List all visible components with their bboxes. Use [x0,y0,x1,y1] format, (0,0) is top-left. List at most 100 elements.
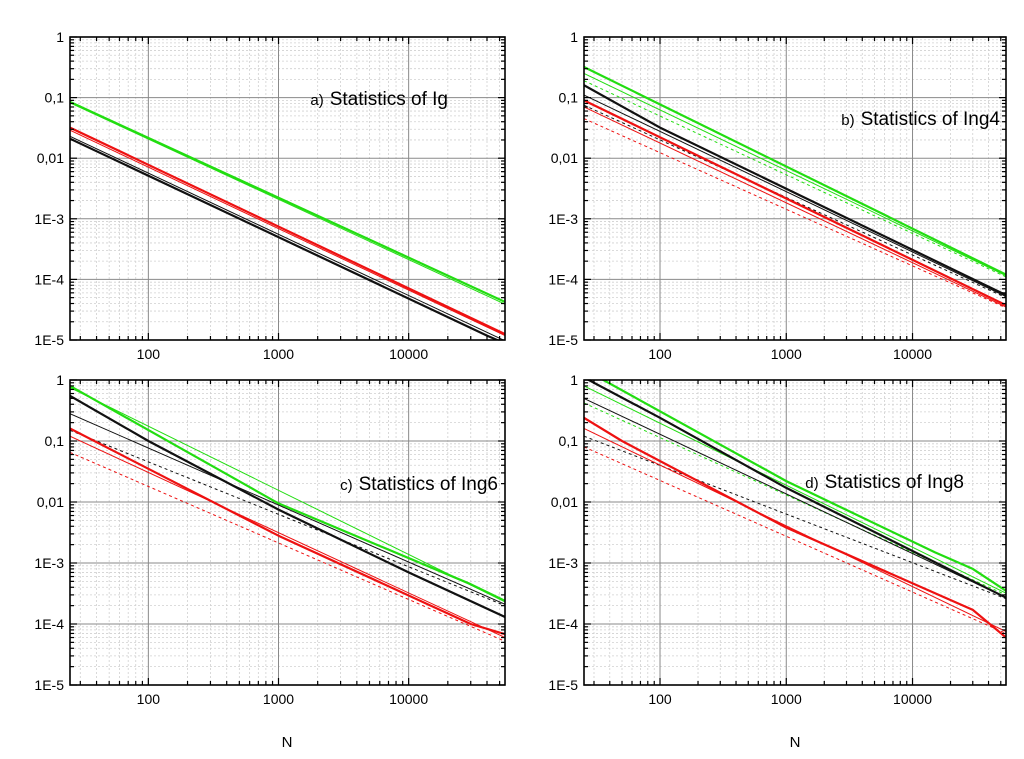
ticks-a [70,36,505,341]
panel-title-text: Statistics of Ig [330,89,448,110]
x-tick-label: 100 [137,346,161,362]
plot-frame [583,379,1007,686]
panel-title-prefix: d) [805,475,818,492]
y-tick-label: 1 [56,372,64,388]
x-tick-label: 1000 [771,691,802,707]
panel-title-prefix: b) [841,112,854,129]
grid-d [584,380,1006,685]
y-tick-label: 1E-4 [34,271,64,287]
x-tick-label: 100 [648,346,672,362]
y-tick-label: 1E-4 [548,271,578,287]
panel-title: a) Statistics of Ig [310,89,448,110]
ticks-d [584,379,1006,686]
series-line-black-thin [70,413,505,605]
y-tick-label: 1E-5 [34,677,64,693]
panel-title-prefix: a) [310,92,323,109]
series-line-green-thin [70,102,505,305]
y-tick-label: 0,01 [551,494,578,510]
panel-title: d) Statistics of Ing8 [805,472,964,493]
panel-title-text: Statistics of Ing6 [359,474,498,495]
series-line-red-dashed [584,118,1006,309]
series-line-black [586,380,1006,599]
plot-frame [69,36,506,341]
series-line-red-dashed [584,446,1006,634]
panel-d: 1E-5 1E-4 1E-3 0,01 0,1 1 100 1000 10000 d) Statis… [548,372,1007,751]
grid-a [70,37,505,340]
panel-title: b) Statistics of Ing4 [841,109,1000,130]
y-tick-label: 0,1 [559,433,579,449]
y-tick-label: 1E-5 [34,332,64,348]
panel-b: 1E-5 1E-4 1E-3 0,01 0,1 1 100 1000 10000 b) Statis… [548,29,1007,362]
series-group-d [584,380,1006,639]
series-line-red-dashed [70,451,505,642]
panel-title: c) Statistics of Ing6 [340,474,498,495]
y-tick-label: 1E-3 [548,555,578,571]
y-tick-label: 1E-4 [34,616,64,632]
series-line-red [584,416,1006,639]
series-line-black-thin [70,135,505,340]
series-line-red-thin [70,129,505,337]
grid-c [70,380,505,685]
y-tick-label: 1E-3 [34,211,64,227]
y-tick-label: 1 [56,29,64,45]
ticks-b [584,36,1006,341]
y-tick-label: 0,01 [37,150,64,166]
x-tick-label: 1000 [263,691,294,707]
x-axis-label: N [282,734,293,751]
y-tick-label: 1E-5 [548,332,578,348]
ticks-c [70,379,505,686]
series-line-green-thin [584,73,1006,277]
series-line-red-thin [584,428,1006,633]
y-tick-label: 1E-4 [548,616,578,632]
series-line-black [70,394,505,618]
panel-title-text: Statistics of Ing8 [825,472,964,493]
panel-title-prefix: c) [340,477,353,494]
x-tick-label: 10000 [389,691,428,707]
x-tick-label: 100 [648,691,672,707]
series-line-red [584,99,1006,307]
series-line-red-thin [584,106,1006,308]
plot-frame [583,36,1007,341]
series-line-black-dashed [70,429,505,607]
series-line-black-thin [584,94,1006,298]
x-tick-label: 10000 [389,346,428,362]
series-line-green [584,66,1006,276]
y-tick-label: 0,01 [37,494,64,510]
y-tick-label: 0,01 [551,150,578,166]
series-line-green-thin [584,385,1006,594]
y-tick-label: 1E-5 [548,677,578,693]
panel-c: 1E-5 1E-4 1E-3 0,01 0,1 1 100 1000 10000 c) Statis… [34,372,506,751]
series-group-b [584,66,1006,309]
y-tick-label: 0,1 [45,433,65,449]
grid-b [584,37,1006,340]
y-tick-label: 0,1 [559,90,579,106]
x-tick-label: 100 [137,691,161,707]
x-axis-label: N [790,734,801,751]
y-tick-label: 0,1 [45,90,65,106]
x-tick-label: 1000 [771,346,802,362]
series-line-green-thin [70,387,505,603]
y-tick-label: 1E-3 [34,555,64,571]
series-line-red [70,126,505,336]
series-line-red-thin [70,435,505,638]
y-tick-label: 1 [570,372,578,388]
series-line-black [584,84,1006,297]
series-line-black-dashed [584,104,1006,299]
series-line-black [70,137,500,340]
series-line-black-dashed [584,435,1006,600]
panel-a: 1E-5 1E-4 1E-3 0,01 0,1 1 100 1000 10000 a) Statis… [34,29,506,362]
series-line-black-thin [584,397,1006,599]
series-line-green [70,384,505,602]
x-tick-label: 10000 [893,346,932,362]
series-group-c [70,384,505,642]
x-tick-label: 1000 [263,346,294,362]
panel-title-text: Statistics of Ing4 [861,109,1001,130]
y-tick-label: 1 [570,29,578,45]
x-tick-label: 10000 [893,691,932,707]
series-group-a [70,100,505,340]
series-line-green [70,100,505,303]
series-line-green [601,380,1006,592]
plot-frame [69,379,506,686]
y-tick-label: 1E-3 [548,211,578,227]
